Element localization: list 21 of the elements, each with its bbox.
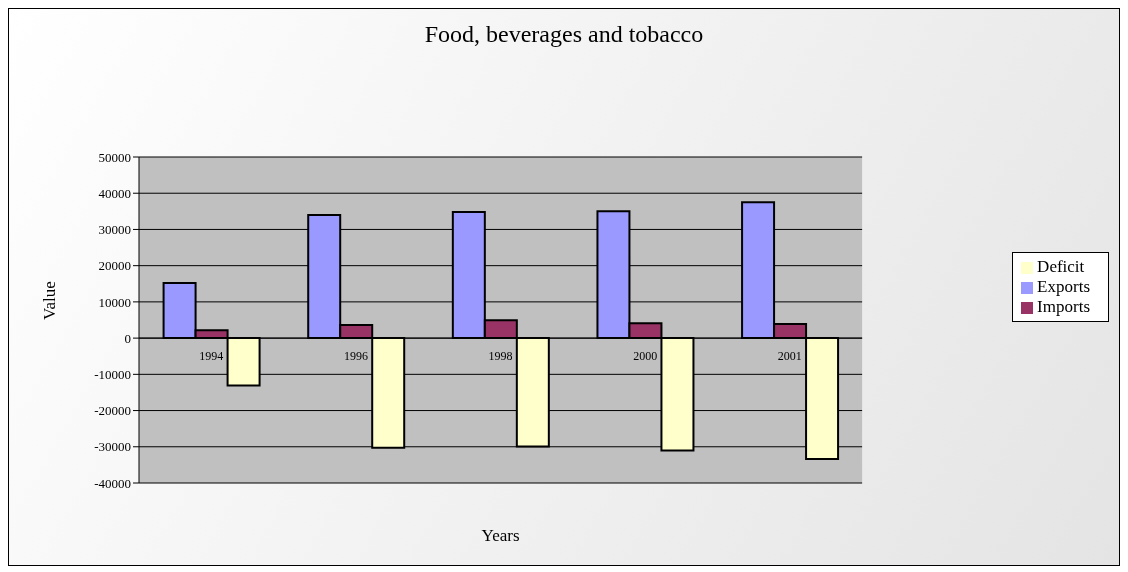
y-tick-label: 20000 <box>98 258 131 274</box>
y-tick-label: 30000 <box>98 222 131 238</box>
chart-title: Food, beverages and tobacco <box>423 21 705 48</box>
x-axis-title: Years <box>481 526 520 545</box>
x-tick-label: 1994 <box>199 349 224 364</box>
y-tick-label: -10000 <box>94 366 131 382</box>
y-tick-label: -20000 <box>94 403 131 419</box>
x-tick-label: 1996 <box>343 349 368 364</box>
y-tick-label: 40000 <box>98 185 131 201</box>
y-tick-label: -30000 <box>94 439 131 455</box>
x-tick-label: 2001 <box>777 349 802 364</box>
legend-label: Imports <box>1037 297 1090 316</box>
legend-label: Deficit <box>1037 257 1085 276</box>
y-tick-label: 50000 <box>98 149 131 165</box>
y-tick-label: -40000 <box>94 475 131 491</box>
y-axis-title: Value <box>40 281 60 320</box>
y-tick-label: 10000 <box>98 294 131 310</box>
x-tick-label: 2000 <box>633 349 658 364</box>
x-tick-label: 1998 <box>488 349 513 364</box>
y-tick-label: 0 <box>124 330 131 346</box>
legend-label: Exports <box>1037 277 1090 296</box>
